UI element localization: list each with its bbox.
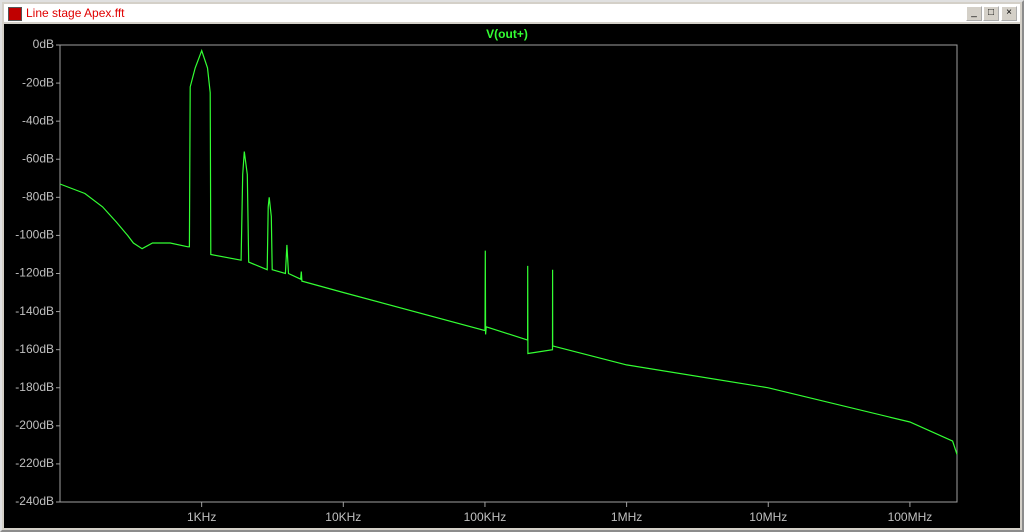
y-tick-label: -80dB [22, 190, 54, 204]
y-tick-label: -160dB [15, 342, 54, 356]
y-tick-label: -20dB [22, 75, 54, 89]
y-tick-label: -240dB [15, 494, 54, 508]
x-tick-label: 1MHz [611, 510, 642, 524]
series-line [59, 48, 958, 455]
maximize-button[interactable]: □ [983, 6, 999, 21]
minimize-button[interactable]: _ [966, 6, 982, 21]
x-tick-label: 100MHz [888, 510, 933, 524]
window-title: Line stage Apex.fft [26, 6, 125, 20]
y-tick-label: -180dB [15, 380, 54, 394]
y-tick-label: -100dB [15, 228, 54, 242]
close-button[interactable]: × [1001, 6, 1017, 21]
x-tick-label: 10MHz [749, 510, 787, 524]
chart: V(out+) 0dB -20dB -40dB -60dB -80dB -100dB -12… [4, 24, 1020, 528]
x-tick-label: 100KHz [464, 510, 507, 524]
x-tick-label: 10KHz [325, 510, 361, 524]
chart-title: V(out+) [486, 27, 528, 41]
y-tick-label: -40dB [22, 113, 54, 127]
y-tick-label: -220dB [15, 456, 54, 470]
plot-frame [59, 44, 958, 503]
window-icon [8, 7, 22, 21]
y-tick-label: -60dB [22, 151, 54, 165]
y-tick-label: -120dB [15, 266, 54, 280]
y-tick-label: -140dB [15, 304, 54, 318]
x-tick-label: 1KHz [187, 510, 216, 524]
y-tick-label: 0dB [33, 37, 54, 51]
title-bar: Line stage Apex.fft _ □ × [4, 4, 1020, 22]
y-tick-label: -200dB [15, 418, 54, 432]
